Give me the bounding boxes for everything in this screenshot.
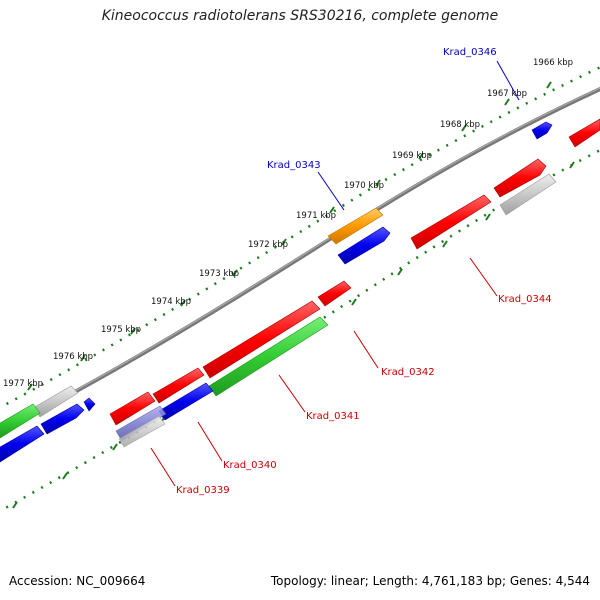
leader-line bbox=[197, 421, 223, 462]
ruler-labels: 1966 kbp 1967 kbp 1968 kbp 1969 kbp 1970… bbox=[3, 58, 573, 389]
forward-features bbox=[0, 118, 600, 463]
gene-feature-red-long[interactable] bbox=[202, 300, 321, 379]
gene-krad-0343-orange[interactable] bbox=[327, 207, 384, 245]
genome-backbone bbox=[0, 86, 600, 434]
ruler-label: 1975 kbp bbox=[101, 325, 141, 335]
leader-line bbox=[150, 447, 176, 487]
gene-feature-purple[interactable] bbox=[115, 405, 167, 442]
leader-line bbox=[353, 330, 379, 369]
gene-label-krad-0339[interactable]: Krad_0339 bbox=[176, 485, 230, 496]
ruler-label: 1970 kbp bbox=[344, 181, 384, 191]
ruler-label: 1977 kbp bbox=[3, 379, 43, 389]
gene-label-krad-0340[interactable]: Krad_0340 bbox=[223, 460, 277, 471]
gene-krad-0340[interactable] bbox=[158, 382, 214, 421]
accession-text: Accession: NC_009664 bbox=[9, 574, 146, 588]
ruler-label: 1966 kbp bbox=[533, 58, 573, 68]
topology-stats: Topology: linear; Length: 4,761,183 bp; … bbox=[270, 574, 590, 588]
gene-label-krad-0342[interactable]: Krad_0342 bbox=[381, 367, 435, 378]
gene-krad-0342[interactable] bbox=[317, 280, 352, 307]
gene-labels: Krad_0346 Krad_0343 Krad_0344 Krad_0342 … bbox=[176, 47, 552, 496]
gene-feature-gray[interactable] bbox=[118, 415, 166, 448]
gene-label-krad-0341[interactable]: Krad_0341 bbox=[306, 411, 360, 422]
gene-feature-red[interactable] bbox=[493, 158, 547, 198]
ruler-label: 1973 kbp bbox=[199, 269, 239, 279]
ruler-label: 1976 kbp bbox=[53, 352, 93, 362]
ruler-label: 1972 kbp bbox=[248, 240, 288, 250]
ruler-label: 1969 kbp bbox=[392, 151, 432, 161]
map-title: Kineococcus radiotolerans SRS30216, comp… bbox=[101, 8, 499, 24]
gene-krad-0343[interactable] bbox=[337, 226, 391, 265]
leader-line bbox=[278, 374, 306, 413]
ruler-label: 1971 kbp bbox=[296, 211, 336, 221]
gene-label-krad-0346[interactable]: Krad_0346 bbox=[443, 47, 497, 58]
ruler-label: 1967 kbp bbox=[487, 89, 527, 99]
gene-feature-red[interactable] bbox=[568, 118, 600, 148]
gene-feature-blue-small[interactable] bbox=[83, 397, 96, 412]
ruler-inner-dots bbox=[0, 148, 600, 513]
gene-feature-green[interactable] bbox=[0, 403, 41, 439]
leader-line bbox=[317, 171, 345, 211]
ruler-major-ticks bbox=[27, 81, 552, 391]
reverse-features bbox=[109, 158, 557, 448]
gene-label-krad-0343[interactable]: Krad_0343 bbox=[267, 160, 321, 171]
leader-line bbox=[469, 257, 498, 297]
gene-krad-0339[interactable] bbox=[109, 391, 156, 426]
ruler-label: 1974 kbp bbox=[151, 297, 191, 307]
leader-lines bbox=[150, 60, 520, 487]
gene-krad-0346[interactable] bbox=[531, 121, 553, 140]
gene-feature-red[interactable] bbox=[152, 367, 205, 404]
gene-feature-gray[interactable] bbox=[499, 173, 557, 216]
gene-label-krad-0344[interactable]: Krad_0344 bbox=[498, 294, 552, 305]
leader-line bbox=[496, 60, 520, 101]
gene-krad-0344[interactable] bbox=[410, 194, 492, 250]
ruler-label: 1968 kbp bbox=[440, 120, 480, 130]
ruler-outer-dots bbox=[0, 65, 600, 409]
gene-feature-blue-lower[interactable] bbox=[0, 425, 45, 463]
gene-krad-0341[interactable] bbox=[208, 316, 329, 397]
gene-feature-blue[interactable] bbox=[40, 403, 85, 435]
